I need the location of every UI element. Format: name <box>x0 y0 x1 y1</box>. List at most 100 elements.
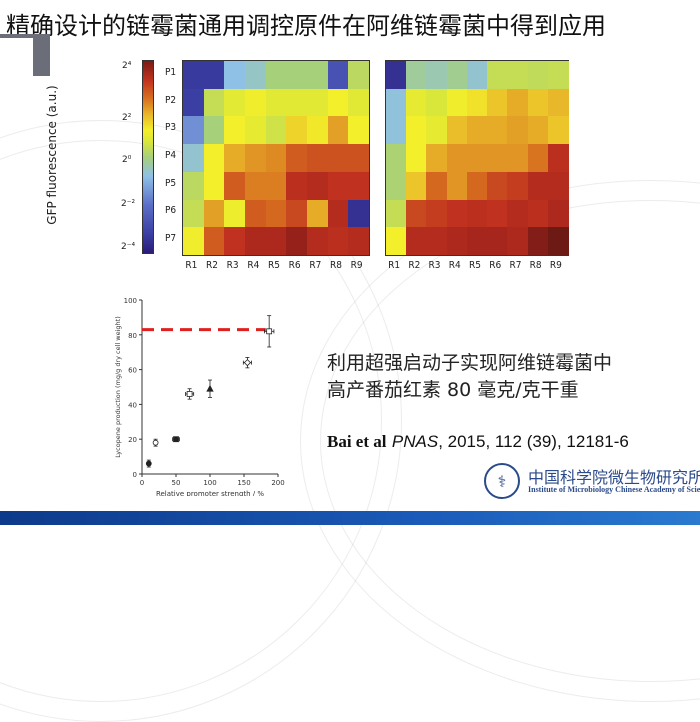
heatmap-cell-P5-R8 <box>327 171 349 200</box>
heatmap-cell-P6-R2 <box>406 199 428 228</box>
heatmap-cell-P6-R5 <box>265 199 287 228</box>
data-point <box>145 460 152 467</box>
colorbar-tick: 2⁰ <box>122 155 132 165</box>
heatmap-cell-P5-R6 <box>286 171 308 200</box>
heatmap-cell-P2-R4 <box>245 88 266 117</box>
heatmap-cell-P2-R8 <box>527 88 549 117</box>
data-point <box>266 328 273 335</box>
heatmap-cell-P7-R9 <box>547 227 569 256</box>
heatmap-cell-P7-R1 <box>386 227 407 256</box>
slide-title: 精确设计的链霉菌通用调控原件在阿维链霉菌中得到应用 <box>6 12 606 40</box>
heatmap-cell-P7-R7 <box>507 227 529 256</box>
heatmap-cell-P4-R4 <box>245 144 266 173</box>
heatmap-column-label: R9 <box>549 260 562 271</box>
heatmap-cell-P5-R2 <box>203 171 225 200</box>
heatmap-cell-P1-R1 <box>183 61 204 89</box>
heatmap-column-label: R4 <box>448 260 461 271</box>
heatmap-column-label: R5 <box>469 260 481 271</box>
heatmap-cell-P7-R6 <box>487 227 509 256</box>
heatmap-cell-P3-R6 <box>487 116 509 145</box>
heatmap-cell-P7-R2 <box>406 227 428 256</box>
heatmap-cell-P6-R9 <box>348 199 370 228</box>
heatmap-column-label: R4 <box>247 260 260 271</box>
colorbar-tick: 2⁻² <box>121 199 136 209</box>
heatmap-cell-P3-R1 <box>386 116 407 145</box>
heatmap-column-label: R2 <box>408 260 421 271</box>
heatmap-cell-P4-R7 <box>507 144 529 173</box>
heatmap-cell-P3-R8 <box>527 116 549 145</box>
heatmap-grid <box>182 60 370 256</box>
heatmap-cell-P1-R4 <box>446 61 468 89</box>
colorbar-tick: 2⁴ <box>122 61 132 71</box>
heatmap-cell-P3-R9 <box>348 116 370 145</box>
heatmap-cell-P2-R1 <box>386 88 407 117</box>
heatmap-cell-P6-R4 <box>446 199 468 228</box>
heatmap-cell-P4-R9 <box>348 144 370 173</box>
heatmap-column-label: R9 <box>350 260 363 271</box>
heatmap-row-label: P4 <box>165 150 177 161</box>
heatmap-cell-P1-R5 <box>265 61 287 89</box>
heatmap-cell-P5-R2 <box>406 171 428 200</box>
heatmap-column-label: R7 <box>309 260 322 271</box>
heatmap-cell-P6-R4 <box>245 199 266 228</box>
heatmap-cell-P7-R5 <box>265 227 287 256</box>
x-tick-label: 150 <box>237 479 250 487</box>
heatmap-cell-P6-R3 <box>224 199 246 228</box>
heatmap-column-label: R6 <box>489 260 502 271</box>
heatmap-cell-P7-R6 <box>286 227 308 256</box>
heatmap-cell-P5-R5 <box>466 171 488 200</box>
heatmap-cell-P7-R4 <box>446 227 468 256</box>
heatmap-cell-P4-R1 <box>183 144 204 173</box>
heatmap-cell-P2-R7 <box>307 88 328 117</box>
heatmap-cell-P5-R7 <box>307 171 328 200</box>
heatmap-cell-P3-R7 <box>507 116 529 145</box>
citation-details: , 2015, 112 (39), 12181-6 <box>438 432 629 451</box>
heatmap-cell-P6-R7 <box>507 199 529 228</box>
heatmap-column-label: R1 <box>388 260 401 271</box>
heatmap-row-label: P6 <box>165 205 177 217</box>
heatmap-grid <box>385 60 569 256</box>
heatmap-cell-P2-R6 <box>286 88 308 117</box>
citation-journal: PNAS <box>391 432 439 451</box>
heatmap-cell-P5-R4 <box>446 171 468 200</box>
heatmap-cell-P5-R5 <box>265 171 287 200</box>
heatmap-cell-P1-R2 <box>406 61 428 89</box>
heatmap-cell-P2-R5 <box>265 88 287 117</box>
heatmap-cell-P4-R9 <box>547 144 569 173</box>
heatmap-cell-P4-R5 <box>265 144 287 173</box>
heatmap-cell-P4-R2 <box>203 144 225 173</box>
heatmap-cell-P3-R2 <box>406 116 428 145</box>
heatmap-cell-P2-R4 <box>446 88 468 117</box>
heatmap-cell-P1-R6 <box>286 61 308 89</box>
heatmap-cell-P3-R4 <box>446 116 468 145</box>
y-axis-label: Lycopene production (mg/g dry cell weigh… <box>114 316 122 458</box>
heatmap-cell-P1-R1 <box>386 61 407 89</box>
heatmap-cell-P7-R2 <box>203 227 225 256</box>
heatmap-cell-P3-R2 <box>203 116 225 145</box>
heatmap-cell-P4-R3 <box>426 144 448 173</box>
heatmap-cell-P6-R6 <box>286 199 308 228</box>
footer-bar <box>0 511 700 525</box>
heatmap-column-label: R3 <box>226 260 239 271</box>
heatmap-cell-P6-R1 <box>183 199 204 228</box>
heatmap-cell-P7-R1 <box>183 227 204 256</box>
heatmap-cell-P1-R3 <box>426 61 448 89</box>
institute-seal-icon: ⚕ <box>484 463 520 499</box>
heatmap-cell-P3-R3 <box>224 116 246 145</box>
heatmap-cell-P2-R2 <box>203 88 225 117</box>
heatmap-cell-P4-R1 <box>386 144 407 173</box>
heatmap-cell-P1-R9 <box>547 61 569 89</box>
heatmap-cell-P5-R7 <box>507 171 529 200</box>
heatmap-cell-P5-R3 <box>224 171 246 200</box>
main-text-line: 利用超强启动子实现阿维链霉菌中 <box>327 352 613 374</box>
institute-name-cn: 中国科学院微生物研究所 <box>528 468 700 487</box>
y-tick-label: 20 <box>128 436 137 444</box>
heatmap-column-label: R1 <box>185 260 198 271</box>
heatmap-cell-P2-R2 <box>406 88 428 117</box>
heatmap-cell-P2-R5 <box>466 88 488 117</box>
heatmap-cell-P1-R7 <box>307 61 328 89</box>
colorbar-label: GFP fluorescence (a.u.) <box>45 85 59 225</box>
heatmap-column-label: R8 <box>529 260 542 271</box>
heatmap-column-label: R8 <box>330 260 342 271</box>
x-tick-label: 0 <box>140 479 144 487</box>
